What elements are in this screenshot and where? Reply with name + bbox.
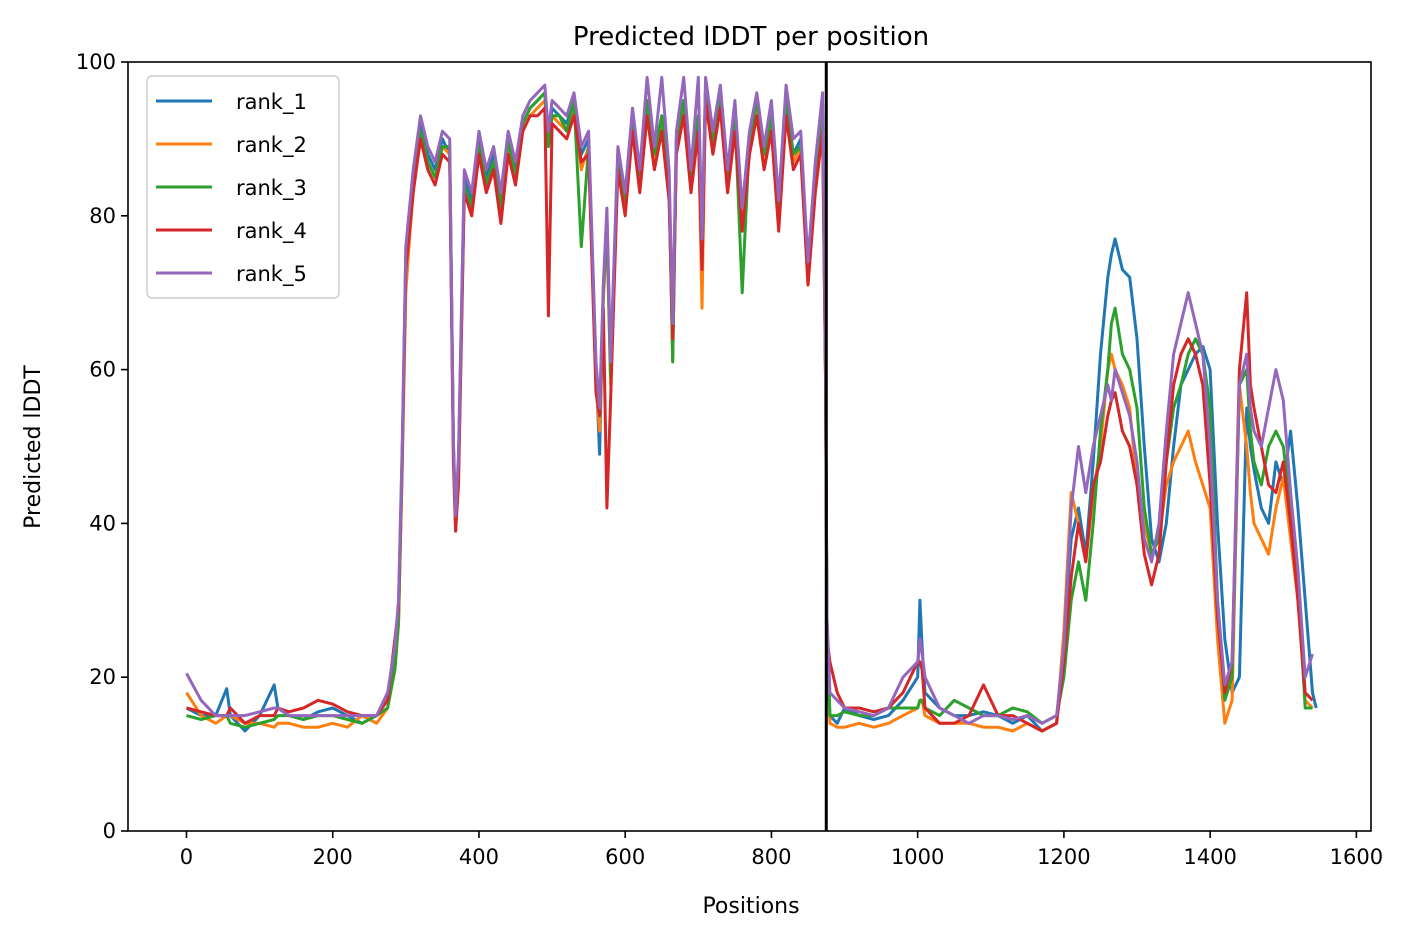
legend-label: rank_2	[236, 133, 307, 158]
legend-label: rank_4	[236, 219, 307, 244]
x-tick-label: 200	[313, 845, 353, 869]
x-tick-label: 0	[180, 845, 193, 869]
y-tick-label: 0	[103, 819, 116, 843]
y-tick-label: 100	[76, 50, 116, 74]
legend-box	[146, 75, 340, 299]
chart-title: Predicted lDDT per position	[573, 22, 929, 52]
x-tick-label: 800	[751, 845, 791, 869]
x-tick-label: 400	[459, 845, 499, 869]
y-tick-label: 60	[89, 358, 116, 382]
x-tick-label: 1400	[1183, 845, 1236, 869]
legend-label: rank_3	[236, 176, 307, 201]
series-line-rank-3	[186, 83, 1313, 729]
x-axis-label: Positions	[702, 894, 799, 919]
series-line-rank-1	[185, 83, 1318, 733]
y-axis-label: Predicted lDDT	[21, 365, 46, 529]
x-tick-label: 1600	[1330, 845, 1383, 869]
plot-frame	[127, 61, 1372, 832]
series-line-rank-5	[185, 75, 1314, 725]
y-tick-label: 40	[89, 511, 116, 535]
x-tick-label: 1200	[1037, 845, 1090, 869]
y-tick-label: 20	[89, 665, 116, 689]
x-tick-label: 1000	[891, 845, 944, 869]
series-line-rank-4	[186, 99, 1314, 733]
legend-label: rank_5	[236, 262, 307, 287]
series-line-rank-2	[185, 91, 1314, 733]
x-tick-label: 600	[605, 845, 645, 869]
y-tick-label: 80	[89, 204, 116, 228]
plot-area: 0 200 400 600 800 1000 1200 1400 1600 0 20 40 60 80 10…	[76, 50, 1383, 869]
legend-label: rank_1	[236, 90, 307, 115]
